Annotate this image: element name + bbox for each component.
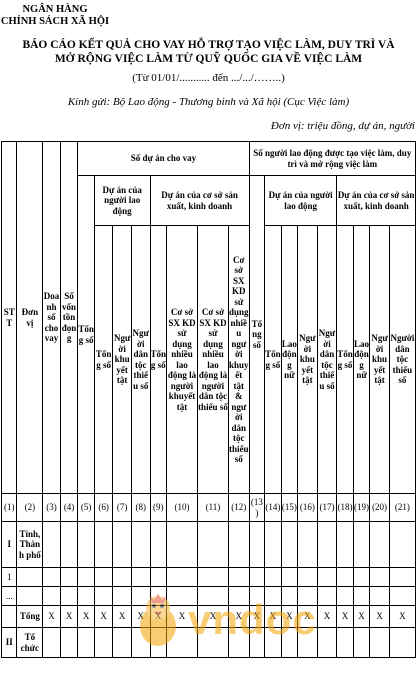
header-workers-total: Tổng số (248, 175, 266, 494)
header-group-projects: Số dự án cho vay (77, 141, 250, 176)
header-c17-dan-toc: Người dân tộc thiểu số (316, 225, 338, 494)
header-don-vi: Đơn vị (16, 141, 44, 494)
header-business-projects: Dự án của cơ sở sản xuất, kinh doanh (149, 175, 250, 226)
col-number: (17) (316, 493, 338, 522)
column-number-row: (1) (2) (3) (4) (5) (6) (7) (8) (9) (10)… (0, 493, 417, 522)
x-mark: X (149, 605, 168, 628)
header-c8-dan-toc: Người dân tộc thiểu số (130, 225, 151, 494)
header-c6-tong-so: Tổng số (93, 225, 114, 494)
header-c15-lao-dong-nu: Lao động nữ (280, 225, 299, 494)
x-mark: X (59, 605, 79, 628)
col-number: (21) (388, 493, 417, 522)
title-line-2: MỞ RỘNG VIỆC LÀM TỪ QUỸ QUỐC GIA VỀ VIỆC… (54, 53, 363, 65)
header-doanh-so: Doanh số cho vay (42, 141, 61, 494)
col-number: (15) (280, 493, 299, 522)
x-mark: X (280, 605, 299, 628)
header-c19-lao-dong-nu: Lao động nữ (352, 225, 371, 494)
col-number: (11) (196, 493, 229, 522)
col-number: (12) (227, 493, 250, 522)
x-mark: X (112, 605, 132, 628)
x-mark: X (196, 605, 229, 628)
x-mark: X (227, 605, 250, 628)
header-business-projects-2: Dự án của cơ sở sản xuất, kinh doanh (336, 175, 416, 226)
col-number: (10) (166, 493, 198, 522)
x-mark: X (264, 605, 282, 628)
col-number: (3) (42, 493, 61, 522)
org-line-2: CHÍNH SÁCH XÃ HỘI (0, 16, 110, 27)
header-group-workers: Số người lao động được tạo việc làm, duy… (248, 141, 417, 176)
header-c7-khuyet-tat: Người khuyết tật (112, 225, 132, 494)
x-mark: X (316, 605, 338, 628)
header-c20-khuyet-tat: Người khuyết tật (369, 225, 390, 494)
col-number: (19) (352, 493, 371, 522)
table-row-total: Tổng X X X X X X X X X X X X X X X X X X… (0, 605, 417, 628)
row-name: Tỉnh, Thành phố (16, 521, 44, 568)
header-c16-khuyet-tat: Người khuyết tật (297, 225, 318, 494)
header-c9-tong-so: Tổng số (149, 225, 168, 494)
x-mark: X (336, 605, 354, 628)
header-worker-projects: Dự án của người lao động (93, 175, 151, 226)
col-number: (2) (16, 493, 44, 522)
unit-line: Đơn vị: triệu đồng, dự án, người (270, 120, 415, 132)
row-name: Tổ chức (16, 627, 44, 658)
title-line-1: BÁO CÁO KẾT QUẢ CHO VAY HỖ TRỢ TẠO VIỆC … (22, 39, 395, 51)
x-mark: X (297, 605, 318, 628)
header-worker-projects-2: Dự án của người lao động (264, 175, 338, 226)
col-number: (14) (264, 493, 282, 522)
col-number: (9) (149, 493, 168, 522)
org-line-1: NGÂN HÀNG (22, 4, 88, 15)
org-name: NGÂN HÀNG CHÍNH SÁCH XÃ HỘI (0, 4, 110, 28)
col-number: (4) (59, 493, 79, 522)
col-number: (8) (130, 493, 151, 522)
header-c14-tong-so: Tổng số (264, 225, 282, 494)
col-number: (1) (0, 493, 18, 522)
row-stt: ... (0, 586, 18, 606)
header-stt: STT (0, 141, 18, 494)
recipient-line: Kính gửi: Bộ Lao động - Thương binh và X… (67, 96, 350, 108)
header-c21-dan-toc: Người dân tộc thiểu số (388, 225, 417, 494)
col-number: (13) (248, 493, 266, 522)
col-number: (5) (77, 493, 95, 522)
x-mark: X (166, 605, 198, 628)
header-c10-cs-khuyet-tat: Cơ sở SX KD sử dụng nhiều lao động là ng… (166, 225, 198, 494)
row-stt: I (0, 521, 18, 568)
header-projects-total: Tổng số (77, 175, 95, 494)
x-mark: X (130, 605, 151, 628)
x-mark: X (77, 605, 95, 628)
header-so-von: Số vốn tồn đọng (59, 141, 79, 494)
row-stt: II (0, 627, 18, 658)
x-mark: X (352, 605, 371, 628)
col-number: (20) (369, 493, 390, 522)
report-period: (Từ 01/01/........... đến .../.../……..) (132, 72, 285, 84)
col-number: (16) (297, 493, 318, 522)
x-mark: X (42, 605, 61, 628)
table-row: 1 (0, 567, 417, 587)
col-number: (7) (112, 493, 132, 522)
table-row: I Tỉnh, Thành phố (0, 521, 417, 568)
x-mark: X (388, 605, 417, 628)
table-row: II Tổ chức (0, 627, 417, 658)
header-c11-cs-dan-toc: Cơ sở SX KD sử dụng nhiều lao động là ng… (196, 225, 229, 494)
col-number: (18) (336, 493, 354, 522)
header-c18-tong-so: Tổng số (336, 225, 354, 494)
x-mark: X (248, 605, 266, 628)
report-table: STT Đơn vị Doanh số cho vay Số vốn tồn đ… (0, 141, 417, 658)
col-number: (6) (93, 493, 114, 522)
x-mark: X (369, 605, 390, 628)
header-c12-cs-ca-hai: Cơ sở SX KD sử dụng nhiều người khuyết t… (227, 225, 250, 494)
row-total-label: Tổng (16, 605, 44, 628)
table-row: ... (0, 586, 417, 606)
row-stt: 1 (0, 567, 18, 587)
x-mark: X (93, 605, 114, 628)
report-title: BÁO CÁO KẾT QUẢ CHO VAY HỖ TRỢ TẠO VIỆC … (0, 38, 417, 66)
